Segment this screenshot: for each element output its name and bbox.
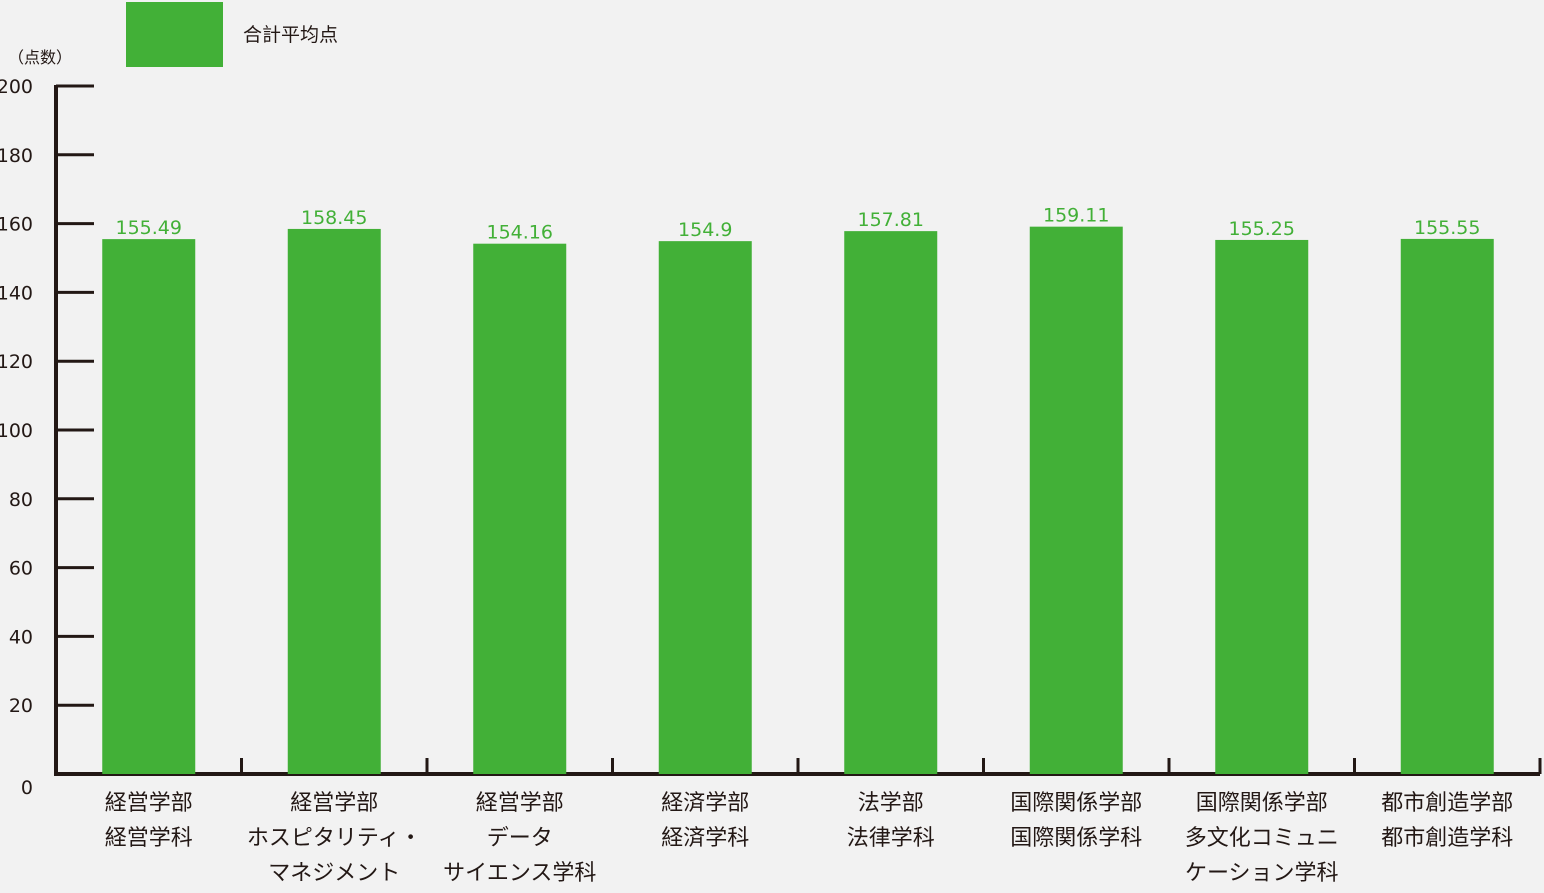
y-tick-label: 140 xyxy=(0,282,33,304)
y-tick-label: 180 xyxy=(0,145,33,167)
bar-value-label: 159.11 xyxy=(1043,205,1109,227)
x-category-label: 法学部 法律学科 xyxy=(846,791,935,851)
y-tick-label: 200 xyxy=(0,76,33,98)
bar xyxy=(1029,226,1123,774)
bar-value-label: 154.16 xyxy=(487,222,553,244)
bar xyxy=(658,241,752,775)
bar xyxy=(102,239,196,775)
x-category-label: 国際関係学部 国際関係学科 xyxy=(1010,791,1143,851)
y-tick-label: 0 xyxy=(21,777,33,799)
y-tick-label: 60 xyxy=(9,558,33,580)
y-tick-label: 20 xyxy=(9,695,33,717)
y-tick-label: 40 xyxy=(9,626,33,648)
bar-value-label: 154.9 xyxy=(678,219,732,241)
bar xyxy=(473,243,567,775)
y-tick-label: 160 xyxy=(0,214,33,236)
bar-value-label: 155.49 xyxy=(116,217,182,239)
x-category-label: 経済学部 経済学科 xyxy=(661,791,750,851)
x-category-label: 経営学部 データ サイエンス学科 xyxy=(443,791,597,886)
bar xyxy=(844,231,938,774)
x-category-label: 国際関係学部 多文化コミュニ ケーション学科 xyxy=(1184,791,1339,886)
y-tick-label: 100 xyxy=(0,420,33,442)
bar xyxy=(1400,238,1494,774)
y-tick-label: 120 xyxy=(0,351,33,373)
bar-value-label: 158.45 xyxy=(301,207,367,229)
bar xyxy=(287,228,381,774)
y-axis-unit-label: （点数） xyxy=(8,48,73,67)
x-category-label: 都市創造学部 都市創造学科 xyxy=(1381,791,1514,851)
bar-value-label: 155.55 xyxy=(1414,217,1480,239)
bar-value-label: 155.25 xyxy=(1229,218,1295,240)
x-category-label: 経営学部 経営学科 xyxy=(104,791,193,851)
legend-label: 合計平均点 xyxy=(243,24,339,46)
bar-value-label: 157.81 xyxy=(858,209,924,231)
y-tick-label: 80 xyxy=(9,489,33,511)
legend-swatch xyxy=(126,2,223,67)
bar xyxy=(1215,239,1309,774)
x-category-label: 経営学部 ホスピタリティ・ マネジメント xyxy=(246,791,422,886)
